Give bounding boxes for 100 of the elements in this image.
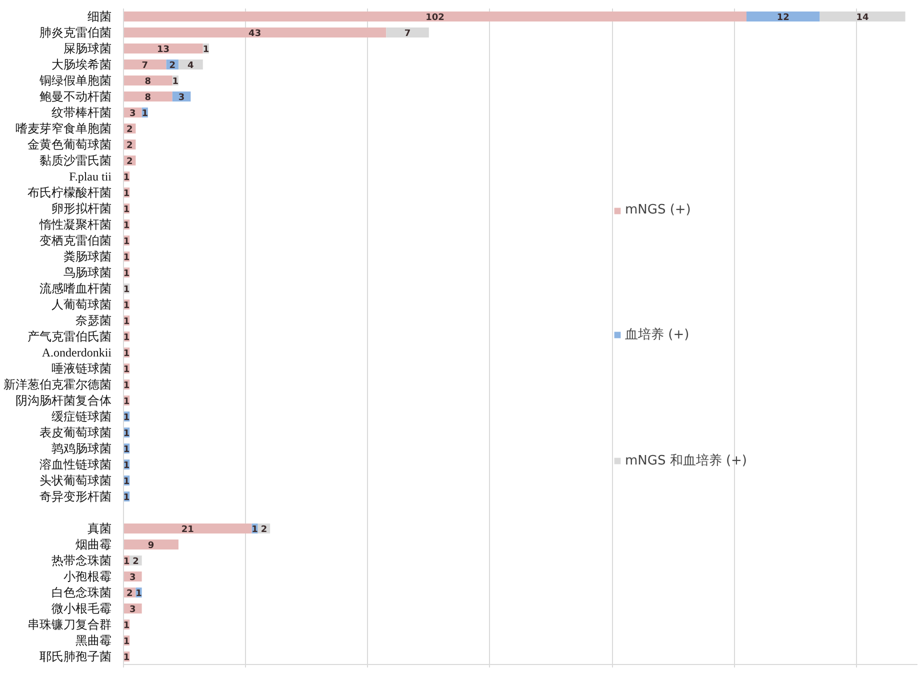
data-label: 8 [144, 77, 152, 87]
data-label: 12 [776, 13, 790, 23]
y-tick-label: 纹带棒杆菌 [52, 106, 112, 120]
y-tick-label: 布氏柠檬酸杆菌 [28, 186, 112, 200]
bar [124, 28, 386, 38]
data-label: 1 [123, 269, 130, 279]
data-label: 1 [123, 237, 130, 247]
y-tick-label: 头状葡萄球菌 [40, 474, 112, 488]
y-tick-label: 奈瑟菌 [76, 314, 112, 328]
data-label: 1 [202, 45, 210, 55]
y-tick-label: 粪肠球菌 [64, 250, 112, 264]
y-tick-label: 大肠埃希菌 [52, 58, 112, 72]
bar [124, 60, 166, 70]
y-tick-label: 屎肠球菌 [64, 42, 112, 56]
y-tick-label: 肺炎克雷伯菌 [40, 26, 112, 40]
data-label: 1 [123, 621, 130, 631]
y-tick-label: 小孢根霉 [64, 570, 112, 584]
data-label: 2 [126, 141, 133, 151]
data-label: 1 [123, 461, 130, 471]
data-label: 1 [123, 397, 130, 407]
y-tick-label: 热带念珠菌 [52, 554, 112, 568]
y-tick-label: 卵形拟杆菌 [52, 202, 112, 216]
y-tick-label: 阴沟肠杆菌复合体 [16, 394, 112, 408]
data-label: 1 [252, 525, 258, 535]
y-tick-label: 黑曲霉 [76, 634, 112, 648]
legend-label: 血培养 (+) [624, 326, 690, 344]
data-label: 1 [123, 349, 130, 359]
y-tick-label: 溶血性链球菌 [40, 458, 112, 472]
data-label: 2 [126, 589, 133, 599]
y-tick-label: 铜绿假单胞菌 [38, 74, 112, 88]
data-label: 2 [260, 525, 268, 535]
data-label: 1 [142, 109, 148, 119]
y-tick-label: 金黄色葡萄球菌 [28, 138, 112, 152]
data-label: 1 [123, 365, 130, 375]
data-label: 9 [148, 541, 154, 551]
data-label: 1 [123, 557, 130, 567]
y-tick-label: 真菌 [88, 522, 112, 536]
data-label: 1 [123, 285, 130, 295]
data-label: 1 [123, 445, 130, 455]
data-label: 3 [178, 93, 185, 103]
bar [124, 540, 178, 550]
data-label: 1 [123, 333, 130, 343]
data-label: 21 [181, 525, 194, 535]
data-label: 7 [142, 61, 148, 71]
data-label: 1 [123, 189, 130, 199]
y-tick-label: 黏质沙雷氏菌 [40, 154, 112, 168]
y-tick-label: 耶氏肺孢子菌 [40, 650, 112, 664]
data-label: 2 [169, 61, 176, 71]
y-tick-label: 唾液链球菌 [52, 362, 112, 376]
data-label: 1 [123, 317, 130, 327]
bar [124, 76, 172, 86]
y-tick-label: 奇异变形杆菌 [40, 490, 112, 504]
data-label: 1 [123, 477, 130, 487]
y-tick-label: 变栖克雷伯菌 [40, 234, 112, 248]
data-label: 13 [156, 45, 170, 55]
y-tick-label: 缓症链球菌 [52, 410, 112, 424]
data-label: 1 [136, 589, 142, 599]
data-label: 1 [123, 429, 130, 439]
data-label: 43 [248, 29, 262, 39]
data-label: 8 [144, 93, 152, 103]
y-tick-label: 流感嗜血杆菌 [40, 282, 112, 296]
data-label: 1 [123, 253, 130, 263]
data-label: 1 [123, 301, 130, 311]
data-label: 3 [130, 573, 136, 583]
y-tick-label: 嗜麦芽窄食单胞菌 [16, 122, 112, 136]
y-tick-label: 惰性凝聚杆菌 [38, 218, 112, 232]
y-tick-label: 鲍曼不动杆菌 [40, 90, 112, 104]
legend-label: mNGS (+) [624, 202, 691, 218]
y-tick-label: 新洋葱伯克霍尔德菌 [4, 378, 112, 392]
y-tick-label: 微小根毛霉 [52, 602, 112, 616]
y-tick-label: 白色念珠菌 [52, 586, 112, 600]
y-tick-label: 鸟肠球菌 [64, 266, 112, 280]
data-label: 14 [856, 13, 869, 23]
data-label: 1 [123, 221, 130, 231]
bar [178, 60, 203, 70]
data-label: 1 [123, 205, 130, 215]
data-label: 2 [126, 125, 133, 135]
bar [386, 28, 429, 38]
y-tick-label: 细菌 [88, 10, 112, 24]
data-label: 3 [130, 109, 136, 119]
data-label: 1 [123, 381, 130, 391]
data-label: 1 [172, 77, 179, 87]
data-label: 1 [123, 493, 130, 503]
y-tick-label: 串珠镰刀复合群 [28, 618, 112, 632]
bar [124, 524, 252, 534]
data-label: 1 [123, 653, 130, 663]
bar [124, 92, 172, 102]
bar [746, 12, 820, 22]
data-label: 4 [188, 61, 194, 71]
legend-label: mNGS 和血培养 (+) [624, 452, 747, 470]
y-tick-label: A.onderdonkii [42, 346, 112, 360]
data-label: 3 [130, 605, 136, 615]
bar [124, 44, 203, 54]
y-tick-label: 产气克雷伯氏菌 [28, 330, 112, 344]
data-label: 102 [426, 13, 444, 23]
data-label: 1 [123, 173, 130, 183]
data-label: 1 [123, 637, 130, 647]
data-label: 7 [404, 29, 411, 39]
y-tick-label: F.plau tii [69, 170, 112, 184]
y-tick-label: 鹑鸡肠球菌 [52, 442, 112, 456]
